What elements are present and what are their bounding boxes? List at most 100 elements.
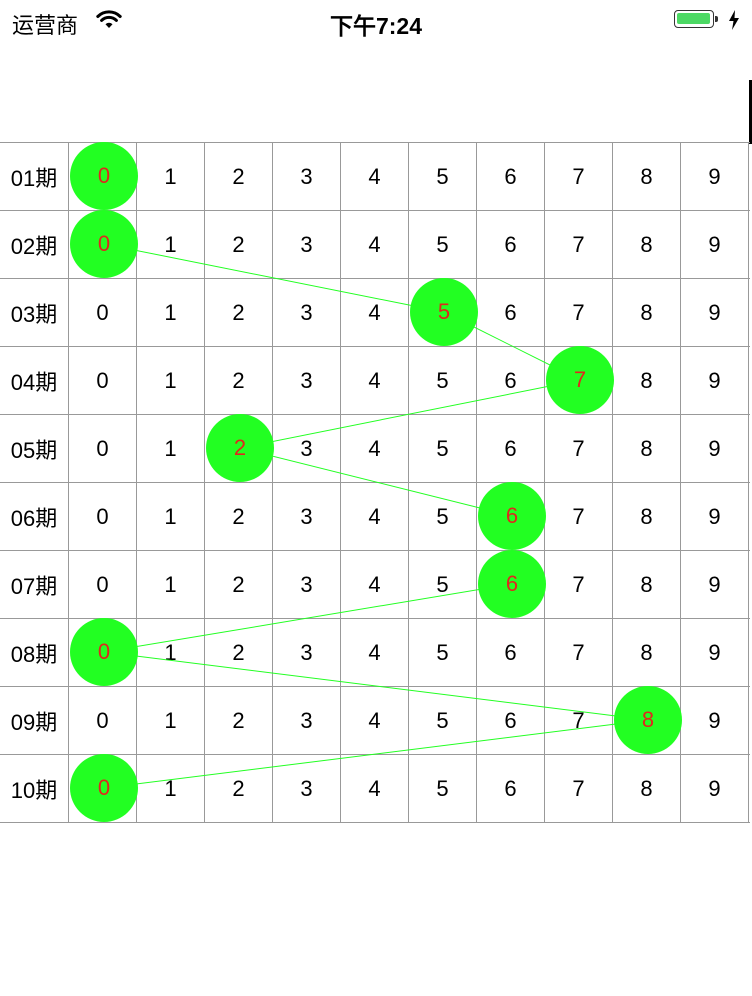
digit-cell[interactable]: 9	[680, 483, 749, 550]
digit-cell[interactable]: 9	[680, 551, 749, 618]
digit-cell[interactable]: 8	[612, 415, 680, 482]
digit-cell[interactable]: 5	[408, 687, 476, 754]
digit-cell[interactable]: 9	[680, 347, 749, 414]
digit-cell[interactable]: 7	[544, 687, 612, 754]
digit-cell[interactable]: 2	[204, 279, 272, 346]
digit-cell[interactable]: 3	[272, 687, 340, 754]
digit-cell[interactable]: 1	[136, 279, 204, 346]
digit-cell[interactable]: 2	[204, 687, 272, 754]
digit-cell[interactable]: 7	[544, 619, 612, 686]
digit-cell[interactable]: 6	[476, 415, 544, 482]
digit-cell[interactable]: 9	[680, 619, 749, 686]
digit-cell[interactable]: 5	[408, 347, 476, 414]
digit-cell[interactable]: 3	[272, 755, 340, 822]
digit-cell[interactable]: 6	[476, 755, 544, 822]
digit-cell[interactable]: 2	[204, 415, 272, 482]
digit-cell[interactable]: 9	[680, 755, 749, 822]
digit-cell[interactable]: 8	[612, 279, 680, 346]
digit-cell[interactable]: 3	[272, 143, 340, 210]
digit-cell[interactable]: 0	[68, 143, 136, 210]
digit-cell[interactable]: 7	[544, 143, 612, 210]
digit-cell[interactable]: 0	[68, 755, 136, 822]
digit-cell[interactable]: 0	[68, 347, 136, 414]
digit-cell[interactable]: 3	[272, 279, 340, 346]
digit-cell[interactable]: 3	[272, 347, 340, 414]
digit-cell[interactable]: 6	[476, 687, 544, 754]
digit-cell[interactable]: 5	[408, 483, 476, 550]
digit-cell[interactable]: 8	[612, 755, 680, 822]
digit-cell[interactable]: 4	[340, 211, 408, 278]
digit-cell[interactable]: 5	[408, 279, 476, 346]
digit-cell[interactable]: 6	[476, 211, 544, 278]
digit-cell[interactable]: 7	[544, 279, 612, 346]
digit-cell[interactable]: 2	[204, 755, 272, 822]
digit-cell[interactable]: 8	[612, 347, 680, 414]
digit-cell[interactable]: 3	[272, 211, 340, 278]
digit-cell[interactable]: 0	[68, 551, 136, 618]
digit-cell[interactable]: 3	[272, 415, 340, 482]
digit-cell[interactable]: 8	[612, 143, 680, 210]
digit-cell[interactable]: 0	[68, 415, 136, 482]
digit-cell[interactable]: 1	[136, 619, 204, 686]
digit-cell[interactable]: 5	[408, 211, 476, 278]
digit-cell[interactable]: 8	[612, 551, 680, 618]
digit-cell[interactable]: 7	[544, 551, 612, 618]
digit-cell[interactable]: 9	[680, 415, 749, 482]
digit-cell[interactable]: 5	[408, 755, 476, 822]
digit-cell[interactable]: 6	[476, 483, 544, 550]
digit-cell[interactable]: 2	[204, 551, 272, 618]
digit-cell[interactable]: 1	[136, 415, 204, 482]
digit-cell[interactable]: 8	[612, 687, 680, 754]
digit-cell[interactable]: 7	[544, 483, 612, 550]
digit-cell[interactable]: 3	[272, 551, 340, 618]
digit-cell[interactable]: 4	[340, 279, 408, 346]
digit-cell[interactable]: 9	[680, 143, 749, 210]
digit-cell[interactable]: 1	[136, 211, 204, 278]
digit-cell[interactable]: 6	[476, 279, 544, 346]
digit-cell[interactable]: 8	[612, 619, 680, 686]
digit-cell[interactable]: 4	[340, 619, 408, 686]
digit-cell[interactable]: 3	[272, 483, 340, 550]
digit-cell[interactable]: 6	[476, 347, 544, 414]
digit-cell[interactable]: 1	[136, 687, 204, 754]
digit-cell[interactable]: 4	[340, 483, 408, 550]
digit-cell[interactable]: 0	[68, 211, 136, 278]
digit-cell[interactable]: 6	[476, 619, 544, 686]
digit-cell[interactable]: 8	[612, 483, 680, 550]
digit-cell[interactable]: 2	[204, 143, 272, 210]
digit-cell[interactable]: 0	[68, 687, 136, 754]
digit-cell[interactable]: 4	[340, 415, 408, 482]
digit-cell[interactable]: 7	[544, 415, 612, 482]
digit-cell[interactable]: 1	[136, 143, 204, 210]
digit-cell[interactable]: 5	[408, 551, 476, 618]
digit-cell[interactable]: 8	[612, 211, 680, 278]
digit-cell[interactable]: 0	[68, 483, 136, 550]
digit-cell[interactable]: 7	[544, 347, 612, 414]
digit-cell[interactable]: 9	[680, 279, 749, 346]
digit-cell[interactable]: 1	[136, 347, 204, 414]
digit-cell[interactable]: 5	[408, 415, 476, 482]
digit-cell[interactable]: 4	[340, 347, 408, 414]
digit-cell[interactable]: 4	[340, 551, 408, 618]
digit-cell[interactable]: 9	[680, 687, 749, 754]
digit-cell[interactable]: 7	[544, 755, 612, 822]
digit-cell[interactable]: 2	[204, 619, 272, 686]
digit-cell[interactable]: 1	[136, 483, 204, 550]
digit-cell[interactable]: 2	[204, 211, 272, 278]
digit-cell[interactable]: 1	[136, 755, 204, 822]
digit-cell[interactable]: 4	[340, 755, 408, 822]
digit-cell[interactable]: 1	[136, 551, 204, 618]
digit-cell[interactable]: 2	[204, 347, 272, 414]
digit-cell[interactable]: 5	[408, 143, 476, 210]
digit-cell[interactable]: 4	[340, 687, 408, 754]
digit-cell[interactable]: 2	[204, 483, 272, 550]
digit-cell[interactable]: 0	[68, 619, 136, 686]
digit-cell[interactable]: 6	[476, 143, 544, 210]
digit-cell[interactable]: 3	[272, 619, 340, 686]
digit-cell[interactable]: 9	[680, 211, 749, 278]
digit-cell[interactable]: 5	[408, 619, 476, 686]
digit-cell[interactable]: 4	[340, 143, 408, 210]
digit-cell[interactable]: 6	[476, 551, 544, 618]
digit-cell[interactable]: 0	[68, 279, 136, 346]
digit-cell[interactable]: 7	[544, 211, 612, 278]
